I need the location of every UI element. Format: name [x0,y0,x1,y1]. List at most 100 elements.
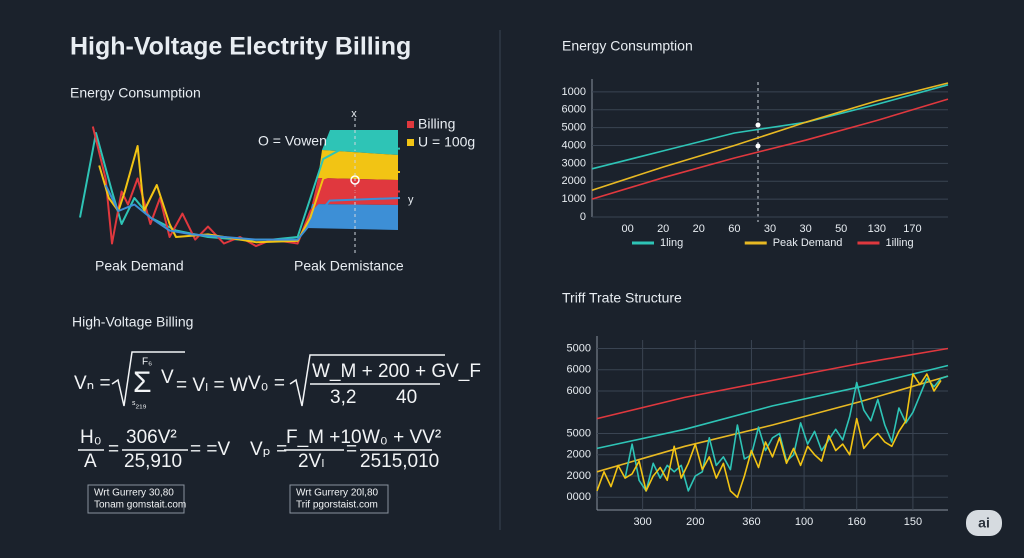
series-line [596,347,949,420]
band [306,204,398,230]
formula-part: 2Vₗ [298,451,324,472]
y-tick-label: 3000 [562,157,586,169]
formula-part: V₀ = [248,373,285,394]
legend-label: 1ling [660,237,683,249]
legend-label: 1illing [885,237,913,249]
formula-part: 3,2 [330,387,356,408]
series-line [104,184,401,241]
y-tick-label: 0 [580,211,586,223]
formula: Vₚ = F_M +10 2Vₗ = W₀ + VV² 2515,010 [250,427,441,472]
formula-part: 306V² [126,427,177,448]
formula-part: F₆ [142,357,152,368]
note-text: Trif pgorstaist.com [296,500,378,511]
x-tick-label: 30 [799,223,811,235]
radical [289,354,445,407]
y-tick-label: 6000 [567,385,591,397]
axis-label: x [351,108,357,120]
x-tick-label: 60 [728,223,740,235]
y-tick-label: 5000 [567,342,591,354]
y-tick-label: 5000 [567,427,591,439]
y-tick-label: 1000 [562,86,586,98]
marker [350,175,360,185]
legend-label: Billing [418,116,455,132]
formula-part: = =V [190,439,230,460]
formula-part: W_M + 200 + GV_F [312,361,481,382]
note-box: Wrt Gurrery 20l,80 Trif pgorstaist.com [289,484,389,514]
formula: V₀ = W_M + 200 + GV_F 3,2 40 [248,354,481,408]
series-line [596,375,949,473]
x-tick-label: 20 [657,223,669,235]
formula-part: F_M +10 [286,427,362,448]
y-tick-label: 4000 [562,139,586,151]
y-tick-label: 6000 [567,364,591,376]
marker [755,122,761,128]
formula-part: = [346,439,357,460]
note-text: Wrt Gurrery 30,80 [94,488,174,499]
radical [111,351,185,407]
formula-part: A [84,451,97,472]
x-tick-label: 30 [764,223,776,235]
x-tick-label: 100 [795,516,813,528]
x-label: Peak Demistance [294,258,404,274]
x-tick-label: 200 [686,516,704,528]
note-text: Wrt Gurrery 20l,80 [296,488,378,499]
formula-part: W₀ + VV² [362,427,441,448]
badge: ai [966,510,1002,536]
x-label: Peak Demand [95,258,184,274]
note-text: Tonam gomstait.com [94,500,186,511]
x-tick-label: 170 [903,223,921,235]
badge-text: ai [978,515,990,531]
y-tick-label: 0000 [567,491,591,503]
series-line [596,364,949,450]
series-line [591,84,949,170]
formula-part: 2515,010 [360,451,439,472]
x-tick-label: 360 [742,516,760,528]
y-tick-label: 5000 [562,122,586,134]
x-tick-label: 160 [848,516,866,528]
y-tick-label: 2000 [567,470,591,482]
axis-label: y [408,194,414,206]
x-tick-label: 50 [835,223,847,235]
formula-part: V [161,367,174,388]
y-tick-label: 2000 [567,449,591,461]
note-frame [289,484,389,514]
formula-part: H₀ [80,427,102,448]
series-line [591,82,949,191]
series-line [591,98,949,200]
badge-bg [966,510,1002,536]
chart-title: Triff Trate Structure [562,290,682,306]
section-heading: High-Voltage Billing [72,314,193,330]
series-line [596,373,942,499]
y-tick-label: 2000 [562,175,586,187]
annotation: O = Vowen [258,133,327,149]
note-box: Wrt Gurrery 30,80 Tonam gomstait.com [87,484,186,514]
formula-part: Vₙ = [74,373,111,394]
formula-part: 40 [396,387,417,408]
formula-part: ˢ₂₁₉ [132,400,147,411]
formula: H₀ A = 306V² 25,910 = =V [78,427,230,472]
x-tick-label: 00 [621,223,633,235]
formula-part: = Vₗ = W [176,375,248,396]
formula-part: = [108,439,119,460]
x-tick-label: 300 [633,516,651,528]
page-title: High-Voltage Electrity Billing [70,33,411,61]
x-tick-label: 20 [693,223,705,235]
y-tick-label: 1000 [562,193,586,205]
legend-label: U = 100g [418,134,475,150]
legend-swatch [407,121,414,128]
formula-part: Σ [133,366,152,399]
note-frame [87,484,185,514]
legend-swatch [407,139,414,146]
x-tick-label: 150 [904,516,922,528]
chart-title: Energy Consumption [562,38,693,54]
formula-part: 25,910 [124,451,182,472]
formula-part: Vₚ = [250,439,287,460]
marker [755,143,761,149]
chart-title: Energy Consumption [70,85,201,101]
x-tick-label: 130 [868,223,886,235]
y-tick-label: 6000 [562,104,586,116]
legend-label: Peak Demand [773,237,843,249]
formula: Vₙ = F₆ Σ V ˢ₂₁₉ = Vₗ = W [74,351,248,411]
